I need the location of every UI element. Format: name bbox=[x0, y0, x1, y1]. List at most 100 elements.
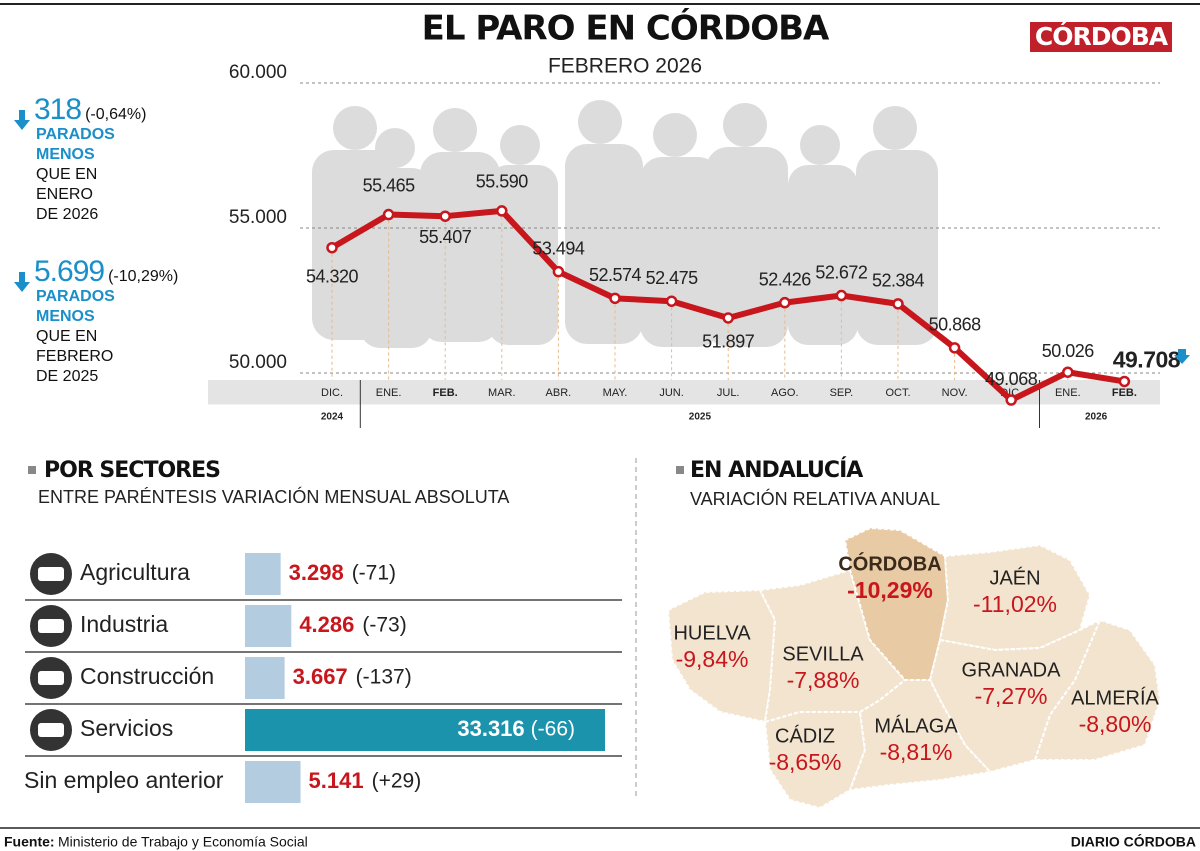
bar bbox=[245, 553, 281, 595]
value-label: 49.068 bbox=[985, 369, 1038, 389]
value-label: 55.407 bbox=[419, 227, 472, 247]
bar bbox=[245, 605, 292, 647]
region-value: -7,27% bbox=[975, 683, 1048, 709]
value-label: 50.868 bbox=[929, 315, 982, 335]
title: EL PARO EN CÓRDOBA bbox=[422, 8, 830, 49]
stat-change: (-10,29%) bbox=[108, 268, 179, 285]
year-label: 2024 bbox=[321, 412, 344, 423]
x-tick-label: JUN. bbox=[659, 387, 683, 399]
province bbox=[758, 568, 907, 724]
province bbox=[848, 679, 993, 792]
x-tick-label: MAR. bbox=[488, 387, 516, 399]
x-tick-label: OCT. bbox=[885, 387, 910, 399]
point bbox=[439, 210, 451, 222]
down-arrow bbox=[14, 272, 30, 292]
region-value: -8,65% bbox=[769, 749, 842, 775]
value-label: 4.286 bbox=[299, 612, 354, 637]
value-label: 55.465 bbox=[363, 175, 416, 195]
stat-text: QUE EN ENERO DE 2026 bbox=[36, 166, 99, 223]
value-label: 51.897 bbox=[702, 332, 755, 352]
y-tick-label: 60.000 bbox=[229, 62, 287, 83]
silhouettes bbox=[312, 100, 938, 348]
point bbox=[1118, 375, 1131, 388]
x-tick-label: MAY. bbox=[603, 387, 628, 399]
change-label: (-137) bbox=[356, 666, 412, 689]
x-tick-label: ENE. bbox=[1055, 387, 1081, 399]
y-tick-label: 55.000 bbox=[229, 207, 287, 228]
point bbox=[326, 241, 338, 254]
source: Ministerio de Trabajo y Economía Social bbox=[58, 834, 308, 850]
value-label: 3.667 bbox=[293, 664, 348, 689]
value-label: 33.316 bbox=[457, 716, 524, 741]
region-value: -7,88% bbox=[787, 667, 860, 693]
x-tick-label: AGO. bbox=[771, 387, 799, 399]
bullet bbox=[676, 466, 684, 474]
subtitle: FEBRERO 2026 bbox=[548, 55, 702, 78]
region-value: -9,84% bbox=[676, 646, 749, 672]
logo-box bbox=[1030, 22, 1172, 52]
value-label: 52.672 bbox=[815, 262, 868, 282]
region-value: -10,29% bbox=[847, 577, 933, 603]
x-tick-label: ENE. bbox=[376, 387, 402, 399]
stat-change: (-0,64%) bbox=[85, 106, 147, 123]
point bbox=[665, 295, 678, 307]
region-name: MÁLAGA bbox=[874, 714, 958, 737]
point bbox=[948, 342, 961, 354]
region-name: GRANADA bbox=[962, 659, 1062, 681]
section-subtitle: VARIACIÓN RELATIVA ANUAL bbox=[690, 488, 940, 509]
region-value: -8,80% bbox=[1079, 711, 1152, 737]
x-tick-label: JUL. bbox=[717, 387, 740, 399]
value-label: 49.708 bbox=[1113, 347, 1181, 373]
stat: 318 (-0,64%) PARADOS MENOS QUE EN ENERO D… bbox=[14, 95, 214, 225]
point bbox=[496, 205, 508, 217]
region-name: ALMERÍA bbox=[1071, 686, 1159, 709]
value-label: 3.298 bbox=[289, 560, 344, 585]
point bbox=[722, 312, 734, 324]
province bbox=[1033, 618, 1162, 761]
value-label: 5.141 bbox=[309, 768, 364, 793]
category-label: Servicios bbox=[80, 715, 173, 741]
stat-text: QUE EN FEBRERO DE 2025 bbox=[36, 328, 114, 385]
x-tick-label: SEP. bbox=[830, 387, 854, 399]
section-title: POR SECTORES bbox=[44, 458, 220, 483]
point bbox=[552, 265, 565, 278]
source-label: Fuente: bbox=[4, 834, 55, 850]
map bbox=[666, 526, 1162, 810]
bullet bbox=[28, 466, 36, 474]
change-label: (-73) bbox=[362, 614, 406, 637]
x-tick-label: FEB. bbox=[1112, 387, 1137, 399]
category-label: Sin empleo anterior bbox=[24, 767, 224, 793]
section-subtitle: ENTRE PARÉNTESIS VARIACIÓN MENSUAL ABSOL… bbox=[38, 486, 509, 507]
region-value: -11,02% bbox=[973, 591, 1057, 617]
sector-icon bbox=[38, 723, 64, 737]
bar bbox=[245, 657, 285, 699]
stat-value: 5.699 bbox=[34, 255, 105, 288]
point bbox=[892, 298, 904, 310]
credit: DIARIO CÓRDOBA bbox=[1071, 833, 1196, 850]
change-label: (+29) bbox=[372, 770, 422, 793]
region-name: SEVILLA bbox=[782, 643, 864, 665]
section-title: EN ANDALUCÍA bbox=[690, 457, 863, 483]
point bbox=[1005, 394, 1017, 406]
value-label: 52.426 bbox=[759, 269, 812, 289]
year-label: 2025 bbox=[689, 412, 712, 423]
stat-value: 318 bbox=[34, 93, 82, 126]
value-label: 54.320 bbox=[306, 266, 359, 286]
region-name: CÁDIZ bbox=[775, 724, 835, 747]
region-value: -8,81% bbox=[880, 739, 953, 765]
x-tick-label: DIC. bbox=[321, 387, 343, 399]
value-label: 52.475 bbox=[646, 268, 699, 288]
y-tick-label: 50.000 bbox=[229, 352, 287, 373]
point bbox=[1062, 366, 1074, 378]
region-name: HUELVA bbox=[673, 622, 751, 644]
category-label: Construcción bbox=[80, 663, 214, 689]
sector-icon bbox=[38, 671, 64, 685]
province bbox=[843, 526, 950, 681]
sector-icon bbox=[38, 619, 64, 633]
value-label: 52.384 bbox=[872, 271, 925, 291]
bar bbox=[245, 709, 605, 751]
value-label: 53.494 bbox=[532, 238, 585, 258]
down-arrow bbox=[14, 110, 30, 130]
category-label: Industria bbox=[80, 611, 168, 637]
